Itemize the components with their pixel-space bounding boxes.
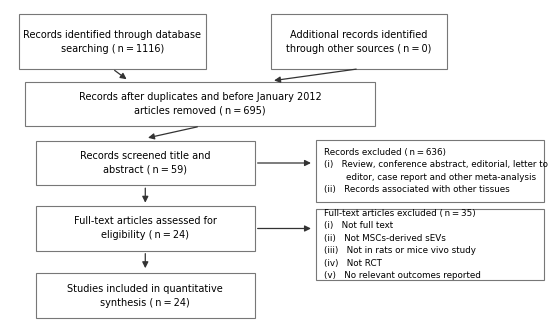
Text: Additional records identified
through other sources ( n = 0): Additional records identified through ot…	[286, 30, 432, 53]
Text: Full-text articles assessed for
eligibility ( n = 24): Full-text articles assessed for eligibil…	[74, 216, 217, 241]
Text: Records identified through database
searching ( n = 1116): Records identified through database sear…	[23, 30, 201, 53]
Text: Studies included in quantitative
synthesis ( n = 24): Studies included in quantitative synthes…	[68, 284, 223, 308]
FancyBboxPatch shape	[271, 14, 447, 69]
FancyBboxPatch shape	[19, 14, 206, 69]
FancyBboxPatch shape	[316, 140, 544, 202]
FancyBboxPatch shape	[316, 209, 544, 280]
Text: Records after duplicates and before January 2012
articles removed ( n = 695): Records after duplicates and before Janu…	[79, 92, 321, 116]
Text: Full-text articles excluded ( n = 35)
(i)   Not full text
(ii)   Not MSCs-derive: Full-text articles excluded ( n = 35) (i…	[324, 209, 481, 280]
FancyBboxPatch shape	[25, 82, 376, 126]
FancyBboxPatch shape	[36, 206, 255, 251]
Text: Records excluded ( n = 636)
(i)   Review, conference abstract, editorial, letter: Records excluded ( n = 636) (i) Review, …	[324, 148, 548, 194]
Text: Records screened title and
abstract ( n = 59): Records screened title and abstract ( n …	[80, 151, 211, 175]
FancyBboxPatch shape	[36, 273, 255, 318]
FancyBboxPatch shape	[36, 141, 255, 185]
